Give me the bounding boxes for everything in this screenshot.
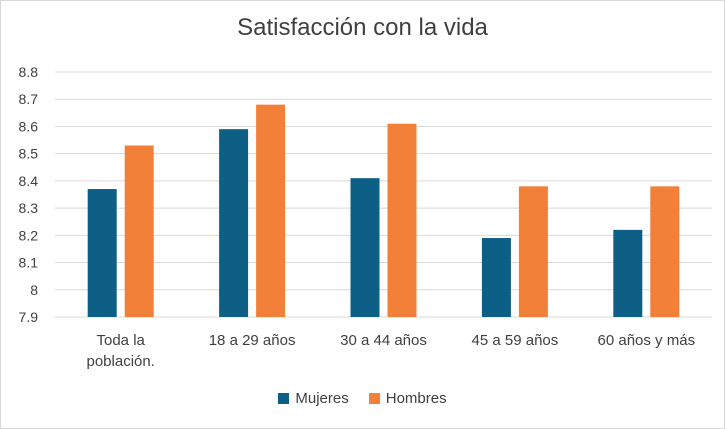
y-tick-label: 8.6: [19, 118, 39, 134]
chart-title: Satisfacción con la vida: [237, 14, 488, 41]
y-tick-label: 8: [30, 282, 38, 298]
y-tick-label: 7.9: [19, 309, 39, 325]
y-tick-label: 8.5: [19, 146, 39, 162]
x-tick-label: 45 a 59 años: [472, 332, 559, 349]
legend-label-mujeres: Mujeres: [295, 390, 349, 407]
x-tick-label: 18 a 29 años: [209, 332, 296, 349]
legend-item-mujeres: Mujeres: [278, 390, 349, 407]
y-tick-label: 8.7: [19, 91, 39, 107]
legend-swatch-mujeres: [278, 393, 290, 404]
legend-item-hombres: Hombres: [368, 390, 447, 407]
y-tick-label: 8.4: [19, 173, 39, 189]
legend-label-hombres: Hombres: [385, 390, 447, 407]
y-tick-label: 8.3: [19, 200, 39, 216]
y-tick-label: 8.8: [19, 64, 39, 80]
bar-hombres: [387, 123, 417, 317]
x-tick-label: población.: [87, 353, 155, 370]
bar-mujeres: [87, 189, 117, 317]
bar-mujeres: [613, 229, 643, 317]
x-tick-label: 30 a 44 años: [340, 332, 427, 349]
legend: Mujeres Hombres: [0, 390, 725, 407]
y-tick-label: 8.2: [19, 227, 39, 243]
x-tick-label: 60 años y más: [598, 332, 696, 349]
bar-mujeres: [481, 238, 511, 317]
bar-hombres: [124, 145, 154, 317]
bar-mujeres: [350, 178, 380, 317]
bar-hombres: [256, 104, 286, 318]
bar-mujeres: [219, 129, 249, 317]
legend-swatch-hombres: [368, 393, 380, 404]
y-tick-label: 8.1: [19, 255, 39, 271]
bar-hombres: [650, 186, 680, 317]
x-tick-label: Toda la: [97, 332, 146, 349]
bar-hombres: [518, 186, 548, 317]
